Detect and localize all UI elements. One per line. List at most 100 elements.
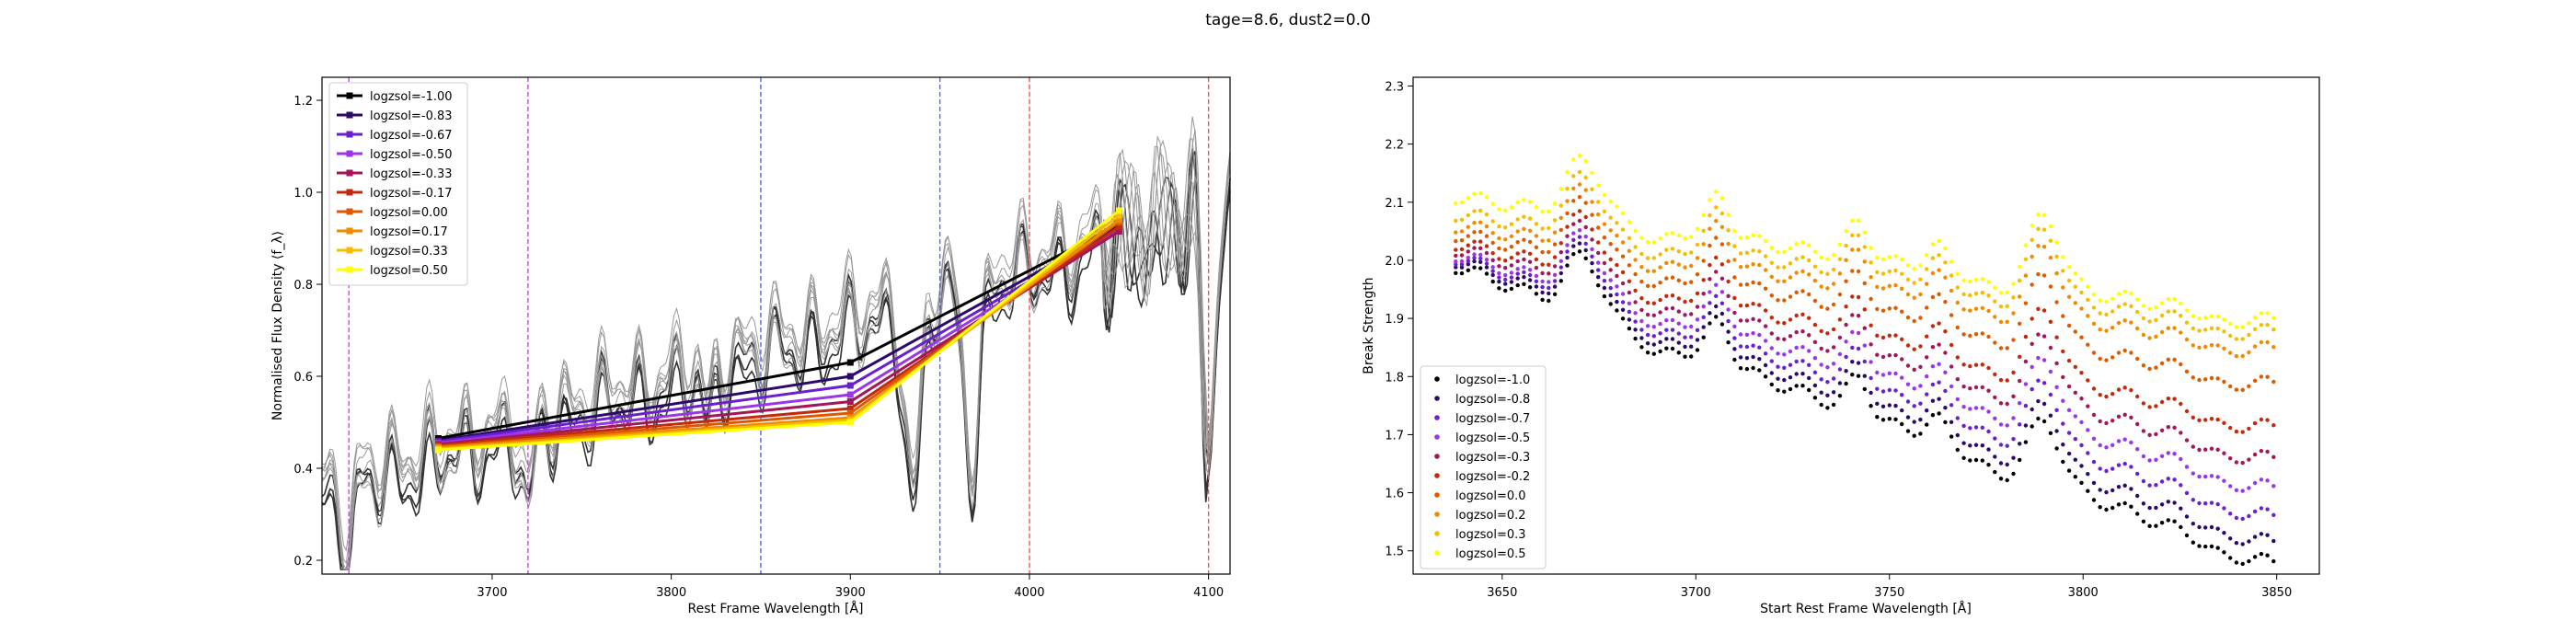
scatter-point [1993, 340, 1997, 345]
scatter-point [1527, 228, 1533, 233]
scatter-point [1466, 259, 1471, 263]
scatter-point [2197, 316, 2202, 321]
scatter-point [2023, 334, 2029, 339]
scatter-point [1577, 218, 1582, 224]
scatter-point [1534, 292, 1539, 296]
scatter-point [1943, 420, 1948, 425]
scatter-point [1887, 387, 1892, 393]
scatter-point [1998, 377, 2004, 383]
scatter-point [2209, 375, 2214, 381]
scatter-point [1472, 246, 1477, 250]
y-tick-label: 2.3 [1385, 80, 1404, 94]
scatter-point [2147, 505, 2152, 511]
legend-marker [1434, 454, 1440, 459]
scatter-point [1615, 273, 1619, 279]
scatter-point [1565, 186, 1570, 191]
scatter-point [1466, 249, 1471, 254]
scatter-point [1590, 170, 1594, 175]
scatter-point [1973, 457, 1979, 463]
scatter-point [1850, 269, 1855, 273]
scatter-point [2259, 323, 2264, 328]
scatter-point [1676, 296, 1682, 301]
scatter-point [1484, 234, 1489, 238]
scatter-point [2023, 301, 2029, 305]
legend-marker [346, 266, 353, 273]
scatter-point [2265, 311, 2270, 316]
scatter-point [2172, 452, 2177, 456]
scatter-point [1807, 272, 1811, 277]
scatter-point [2234, 560, 2239, 565]
scatter-point [1509, 263, 1514, 268]
scatter-point [1757, 234, 1762, 238]
scatter-point [1794, 270, 1799, 275]
scatter-point [1812, 356, 1818, 361]
scatter-point [1478, 239, 1483, 244]
scatter-point [1719, 301, 1725, 305]
legend-marker [346, 247, 353, 254]
scatter-point [2179, 431, 2183, 435]
scatter-point [1608, 228, 1613, 233]
scatter-point [1577, 241, 1582, 246]
scatter-point [2265, 533, 2270, 537]
scatter-point [1651, 342, 1657, 347]
scatter-point [1949, 403, 1954, 408]
scatter-point [1509, 234, 1514, 238]
scatter-point [1875, 401, 1880, 406]
scatter-point [2098, 419, 2102, 424]
scatter-point [1608, 293, 1613, 298]
scatter-point [1459, 262, 1465, 267]
scatter-point [1658, 265, 1662, 270]
scatter-point [1757, 281, 1762, 286]
scatter-point [2222, 346, 2226, 351]
scatter-point [1459, 238, 1465, 243]
scatter-point [1490, 231, 1495, 236]
scatter-point [2023, 403, 2029, 408]
scatter-point [1973, 332, 1979, 337]
scatter-point [2023, 273, 2029, 278]
scatter-point [2005, 477, 2009, 483]
scatter-point [1695, 242, 1700, 247]
scatter-point [1788, 362, 1793, 367]
scatter-point [1534, 284, 1539, 289]
scatter-point [1466, 262, 1471, 267]
scatter-point [2240, 325, 2245, 329]
scatter-point [1880, 354, 1886, 360]
scatter-point [2222, 329, 2226, 334]
series-marker [1115, 207, 1122, 214]
scatter-point [2086, 451, 2090, 455]
scatter-point [1986, 293, 1991, 298]
scatter-point [1552, 242, 1558, 247]
scatter-point [1577, 169, 1582, 175]
scatter-point [1522, 275, 1526, 280]
scatter-point [2252, 555, 2258, 559]
scatter-point [1515, 217, 1520, 222]
scatter-point [2104, 468, 2109, 474]
scatter-point [1478, 256, 1483, 261]
scatter-point [2104, 299, 2109, 305]
scatter-point [1925, 334, 1929, 339]
scatter-point [1608, 268, 1613, 272]
scatter-point [1676, 278, 1682, 282]
scatter-point [1478, 246, 1483, 250]
scatter-point [1490, 258, 1495, 262]
scatter-point [1683, 265, 1687, 270]
scatter-point [2159, 479, 2165, 484]
y-tick-label: 1.9 [1385, 313, 1404, 327]
scatter-point [1522, 198, 1526, 202]
scatter-point [1633, 271, 1638, 277]
scatter-point [2222, 451, 2226, 455]
scatter-point [1986, 429, 1991, 434]
scatter-point [1547, 291, 1551, 296]
scatter-point [2215, 343, 2220, 348]
scatter-point [2215, 447, 2220, 452]
scatter-point [1683, 325, 1687, 329]
scatter-point [1714, 218, 1719, 224]
scatter-point [2086, 378, 2090, 383]
scatter-point [1744, 264, 1750, 269]
scatter-point [1837, 257, 1843, 261]
scatter-point [2018, 401, 2022, 406]
scatter-point [1565, 199, 1570, 203]
scatter-point [1503, 259, 1508, 263]
legend-marker [1434, 492, 1440, 498]
scatter-point [1800, 269, 1805, 274]
